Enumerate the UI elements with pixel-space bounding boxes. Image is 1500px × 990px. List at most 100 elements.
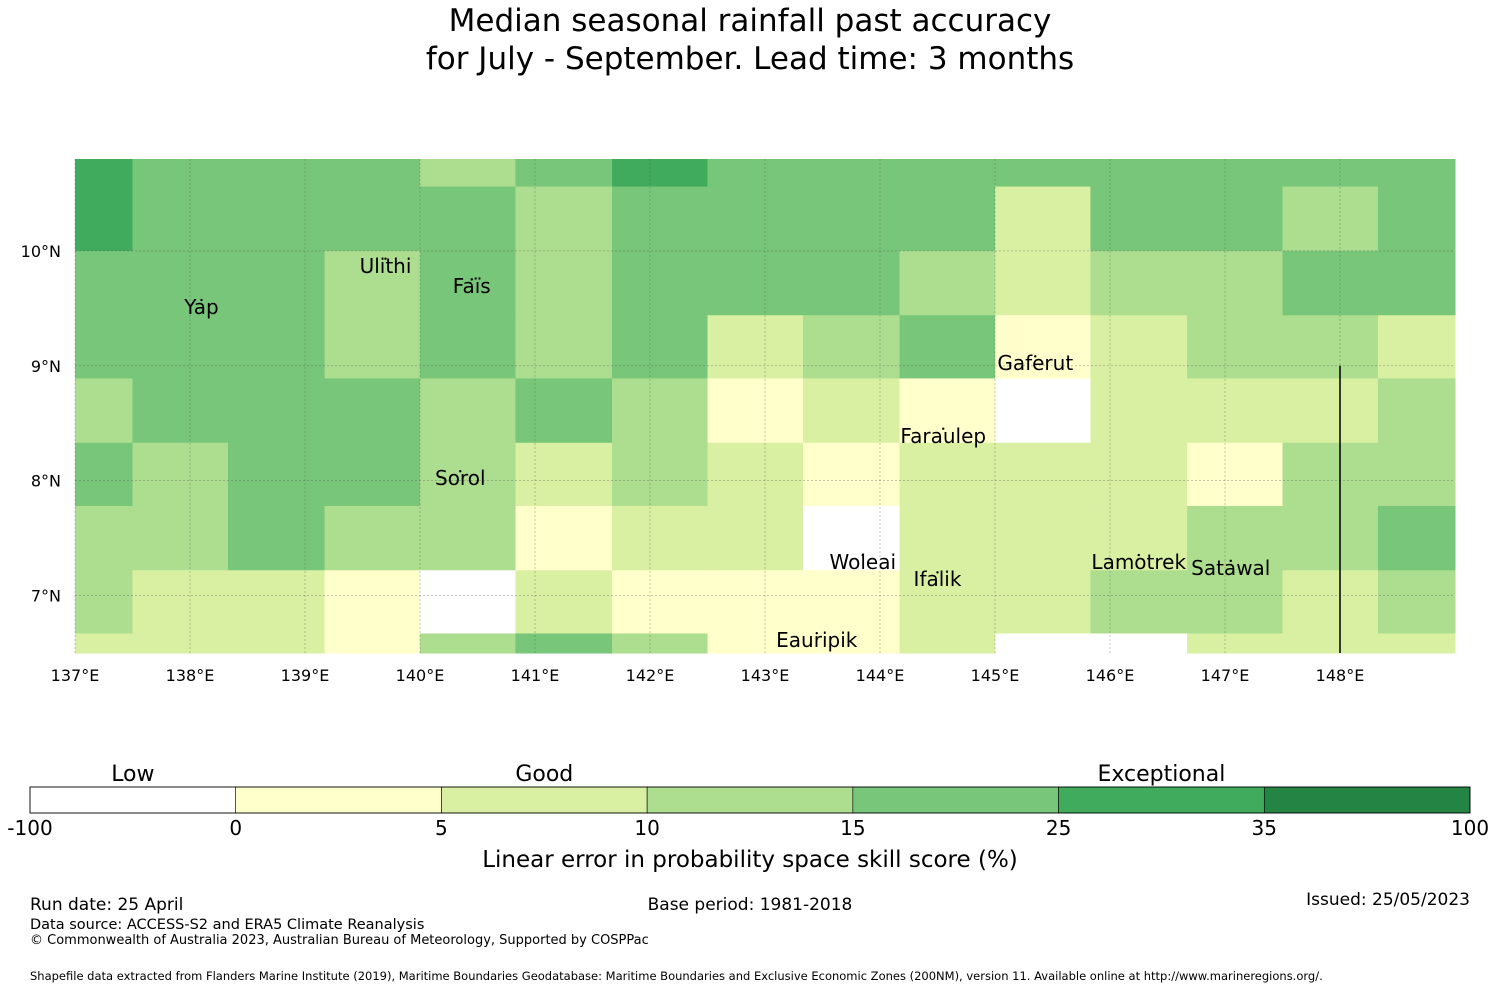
lat-tick-label: 9°N — [31, 357, 61, 376]
colorbar-tick-label: 25 — [1046, 816, 1071, 840]
grid-cell — [1377, 378, 1456, 444]
colorbar-segment — [646, 786, 854, 814]
grid-cell — [995, 186, 1091, 252]
grid-cell — [612, 442, 708, 507]
grid-cell — [132, 570, 229, 634]
grid-cell — [1377, 315, 1456, 379]
grid-cell — [227, 315, 326, 379]
shapefile-credit: Shapefile data extracted from Flanders M… — [30, 969, 1323, 983]
grid-cell — [132, 186, 229, 252]
grid-cell — [707, 505, 804, 571]
grid-cell — [1282, 186, 1379, 252]
colorbar-tick-label: 100 — [1451, 816, 1489, 840]
lon-tick-label: 140°E — [396, 666, 445, 685]
island-markers — [200, 257, 1232, 635]
island-dot — [384, 257, 387, 260]
colorbar-segment — [441, 786, 648, 814]
island-label: Faraulep — [900, 423, 987, 448]
grid-cell — [1377, 442, 1456, 507]
grid-cell — [612, 315, 708, 379]
grid-cell — [802, 186, 901, 252]
grid-cell — [612, 186, 708, 252]
colorbar-tick-label: 5 — [435, 816, 448, 840]
grid-cell — [75, 570, 133, 634]
colorbar-category-label: Low — [111, 762, 154, 787]
island-dot — [815, 632, 818, 635]
grid-cell — [75, 250, 133, 316]
grid-cell — [899, 442, 996, 507]
grid-cell — [1282, 570, 1379, 634]
grid-cell — [227, 442, 326, 507]
grid-cell — [995, 633, 1091, 654]
colorbar-category-label: Exceptional — [1097, 762, 1225, 787]
grid-cell — [802, 250, 901, 316]
grid-cell — [995, 378, 1091, 444]
grid-cell — [515, 250, 613, 316]
grid-cell — [515, 378, 613, 444]
axis-ticks: 137°E 138°E 139°E 140°E 141°E 142°E 143°E 144°E… — [21, 242, 1365, 685]
grid-cell — [707, 633, 804, 654]
lon-tick-label: 147°E — [1201, 666, 1250, 685]
grid-cell — [1377, 505, 1456, 571]
colorbar-segment — [235, 786, 442, 814]
island-dot — [1229, 559, 1232, 563]
grid-cell — [75, 315, 133, 379]
grid-cell — [1282, 442, 1379, 507]
grid-cell — [995, 250, 1091, 316]
lon-tick-label: 146°E — [1086, 666, 1135, 685]
grid-cell — [132, 315, 229, 379]
grid-cell — [1090, 250, 1188, 316]
colorbar-title: Linear error in probability space skill … — [482, 847, 1018, 873]
grid-cell — [612, 159, 708, 188]
grid-cell — [899, 186, 996, 252]
island-dot — [1034, 355, 1037, 358]
grid-cell — [324, 505, 421, 571]
grid-cell — [995, 570, 1091, 634]
grid-cell — [1282, 378, 1379, 444]
island-label: Gaferut — [997, 351, 1074, 376]
grid-cell — [324, 159, 421, 188]
colorbar-tick-label: -100 — [7, 816, 52, 840]
grid-cell — [1090, 159, 1188, 188]
lon-tick-label: 145°E — [971, 666, 1020, 685]
grid-cell — [899, 633, 996, 654]
grid-cell — [75, 442, 133, 507]
grid-cell — [420, 570, 516, 634]
grid-cell — [1090, 570, 1188, 634]
grid-cell — [227, 505, 326, 571]
grid-cell — [132, 250, 229, 316]
copyright: © Commonwealth of Australia 2023, Austra… — [30, 933, 649, 948]
grid-cell — [75, 159, 133, 188]
base-period: Base period: 1981-2018 — [647, 895, 853, 915]
grid-cell — [995, 505, 1091, 571]
island-label: Ulithi — [359, 253, 412, 278]
grid-cell — [1090, 315, 1188, 379]
colorbar-segment — [1058, 786, 1265, 814]
lat-tick-label: 10°N — [21, 242, 61, 261]
island-dot — [936, 571, 939, 574]
colorbar-tick-label: 35 — [1252, 816, 1277, 840]
colorbar-tick-label: 0 — [229, 816, 242, 840]
grid-cell — [612, 250, 708, 316]
grid-cell — [1187, 378, 1283, 444]
island-dot — [459, 470, 462, 473]
chart-title: Median seasonal rainfall past accuracy f… — [0, 2, 1500, 78]
grid-cell — [324, 570, 421, 634]
colorbar-segment — [29, 786, 237, 814]
grid-cell — [227, 186, 326, 252]
colorbar-segment — [1263, 786, 1471, 814]
lon-tick-label: 139°E — [281, 666, 330, 685]
grid-cell — [612, 378, 708, 444]
grid-cell — [324, 633, 421, 654]
grid-cell — [1187, 315, 1283, 379]
colorbar: -100 0 5 10 15 25 35 100 Low Good Exceptional Linea… — [7, 762, 1489, 873]
grid-cell — [420, 315, 516, 379]
grid-cell — [612, 505, 708, 571]
grid-cell — [1282, 315, 1379, 379]
grid-cell — [1377, 186, 1456, 252]
grid-cell — [1282, 250, 1379, 316]
grid-cell — [227, 378, 326, 444]
grid-cell — [132, 159, 229, 188]
grid-cell — [132, 505, 229, 571]
